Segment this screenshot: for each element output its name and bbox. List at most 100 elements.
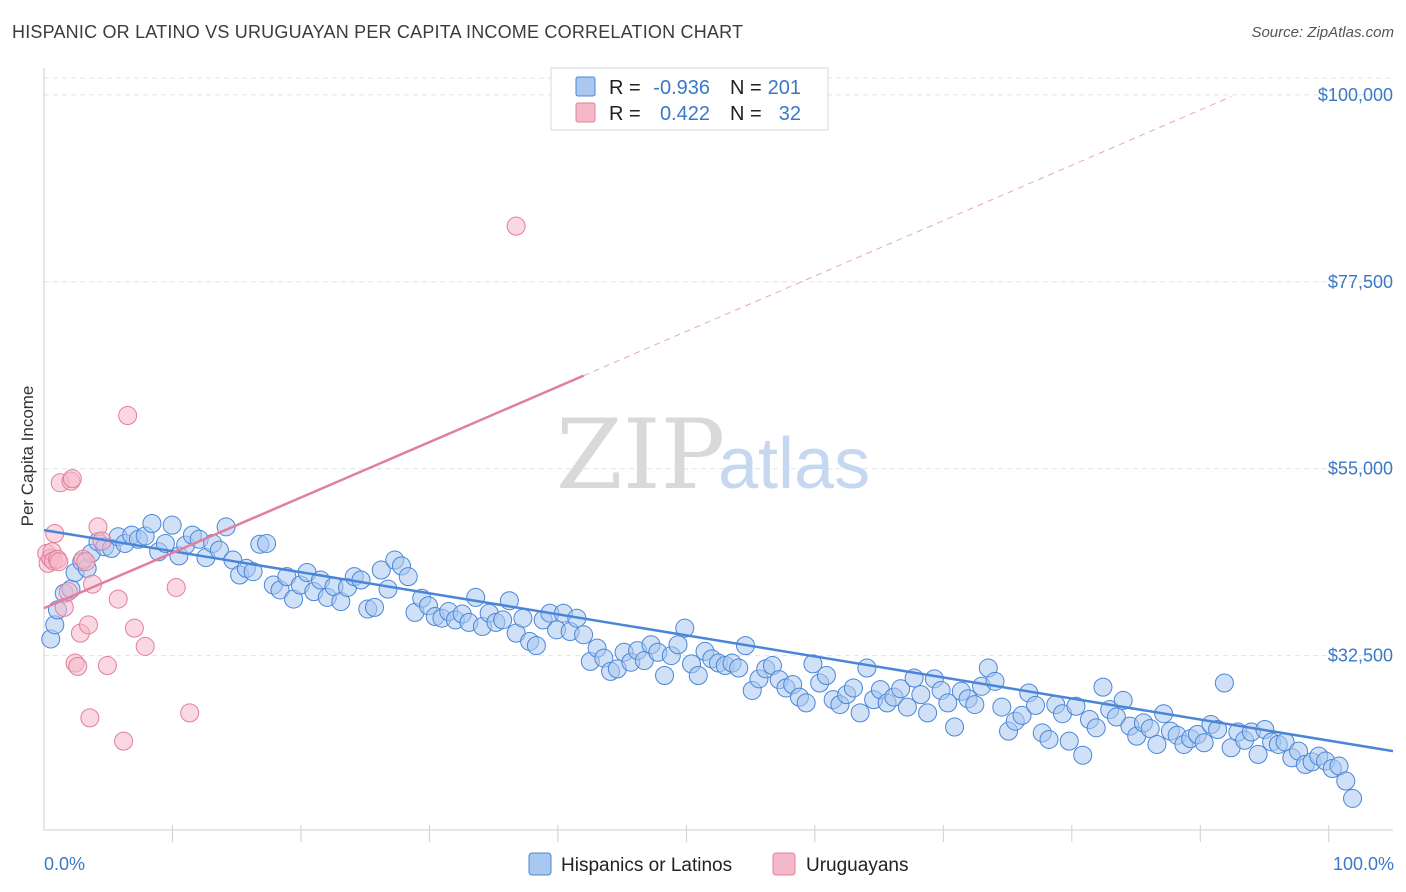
legend-swatch-hispanic [575, 76, 596, 97]
legend-n-label: N = [730, 103, 762, 125]
legend-r-value: 0.422 [660, 103, 710, 125]
point-hispanic [729, 658, 749, 678]
point-hispanic [668, 635, 688, 655]
point-hispanic [1026, 695, 1046, 715]
point-hispanic [371, 560, 391, 580]
watermark: ZIP atlas [556, 399, 870, 511]
point-hispanic [142, 514, 162, 534]
point-hispanic [398, 567, 418, 587]
point-hispanic [688, 666, 708, 686]
point-hispanic [378, 579, 398, 599]
point-hispanic [493, 610, 513, 630]
point-hispanic [945, 717, 965, 737]
point-hispanic [1194, 733, 1214, 753]
point-hispanic [1106, 707, 1126, 727]
y-tick-label: $32,500 [1328, 646, 1393, 666]
point-hispanic [850, 703, 870, 723]
legend-n-value: 201 [768, 77, 801, 99]
point-hispanic [1140, 719, 1160, 739]
source-label: Source: ZipAtlas.com [1251, 24, 1394, 41]
point-hispanic [574, 625, 594, 645]
point-hispanic [965, 695, 985, 715]
point-hispanic [1039, 729, 1059, 749]
point-hispanic [897, 697, 917, 717]
point-uruguayan [80, 708, 100, 728]
data-points [37, 216, 1363, 808]
point-hispanic [466, 587, 486, 607]
point-uruguayan [114, 731, 134, 751]
point-hispanic [243, 562, 263, 582]
point-hispanic [1086, 718, 1106, 738]
point-hispanic [918, 703, 938, 723]
point-hispanic [675, 618, 695, 638]
point-hispanic [1073, 745, 1093, 765]
legend-row-uruguayan: R = 0.422 N = 32 [575, 102, 801, 125]
point-uruguayan [97, 656, 117, 676]
point-hispanic [155, 533, 175, 553]
point-hispanic [365, 597, 385, 617]
point-hispanic [1343, 788, 1363, 808]
watermark-zip: ZIP [556, 399, 725, 511]
legend-swatch-uruguayan [575, 102, 596, 123]
point-hispanic [513, 608, 533, 628]
legend-row-hispanic: R = -0.936 N = 201 [575, 76, 801, 99]
legend-n-value: 32 [779, 103, 801, 125]
point-hispanic [857, 658, 877, 678]
bottom-legend-label-uruguayan: Uruguayans [806, 855, 908, 876]
legend-frame [550, 67, 829, 131]
watermark-atlas: atlas [718, 424, 870, 504]
point-hispanic [938, 693, 958, 713]
point-hispanic [891, 679, 911, 699]
point-hispanic [1336, 771, 1356, 791]
point-hispanic [843, 678, 863, 698]
point-hispanic [257, 533, 277, 553]
point-uruguayan [118, 406, 138, 426]
point-hispanic [1012, 705, 1032, 725]
legend-n-label: N = [730, 77, 762, 99]
point-hispanic [816, 666, 836, 686]
point-uruguayan [124, 618, 144, 638]
point-hispanic [1214, 673, 1234, 693]
point-hispanic [162, 515, 182, 535]
point-uruguayan [68, 656, 88, 676]
point-hispanic [1066, 696, 1086, 716]
trend-line-hispanic [43, 528, 1394, 753]
point-hispanic [796, 693, 816, 713]
point-hispanic [911, 685, 931, 705]
legend-r-value: -0.936 [653, 77, 710, 99]
bottom-legend-swatch-hispanic [528, 852, 552, 876]
point-hispanic [1208, 719, 1228, 739]
y-tick-labels: $32,500 $55,000 $77,500 $100,000 [1318, 85, 1393, 666]
trend-line-uruguayan [43, 374, 585, 610]
point-hispanic [1093, 677, 1113, 697]
point-hispanic [1147, 734, 1167, 754]
y-tick-label: $77,500 [1328, 272, 1393, 292]
point-uruguayan [79, 615, 99, 635]
bottom-legend-label-hispanic: Hispanics or Latinos [561, 855, 732, 876]
x-tick-label-max: 100.0% [1333, 854, 1394, 874]
trend-lines [43, 96, 1394, 753]
legend-r-label: R = [609, 77, 641, 99]
trend-extension-uruguayan [583, 96, 1232, 377]
point-hispanic [992, 697, 1012, 717]
point-uruguayan [62, 469, 82, 489]
axes [43, 68, 1393, 842]
x-tick-label-min: 0.0% [44, 854, 85, 874]
y-tick-label: $55,000 [1328, 459, 1393, 479]
chart-title: HISPANIC OR LATINO VS URUGUAYAN PER CAPI… [12, 22, 744, 42]
point-hispanic [1248, 744, 1268, 764]
point-uruguayan [180, 703, 200, 723]
point-hispanic [1059, 731, 1079, 751]
bottom-legend: Hispanics or Latinos Uruguayans [528, 852, 908, 876]
point-hispanic [655, 666, 675, 686]
point-uruguayan [49, 552, 69, 572]
bottom-legend-swatch-uruguayan [772, 852, 796, 876]
point-uruguayan [166, 577, 186, 597]
x-tick-labels: 0.0% 100.0% [44, 854, 1394, 874]
point-hispanic [526, 636, 546, 656]
y-tick-label: $100,000 [1318, 85, 1393, 105]
legend-box: R = -0.936 N = 201 R = 0.422 N = 32 [550, 67, 829, 131]
legend-r-label: R = [609, 103, 641, 125]
point-uruguayan [135, 636, 155, 656]
